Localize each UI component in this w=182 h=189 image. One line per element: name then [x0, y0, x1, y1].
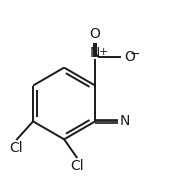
Text: +: +: [98, 46, 108, 57]
Text: N: N: [119, 114, 130, 128]
Text: −: −: [129, 47, 140, 60]
Text: N: N: [90, 46, 100, 60]
Text: O: O: [90, 27, 101, 41]
Text: O: O: [124, 50, 135, 64]
Text: Cl: Cl: [70, 159, 84, 173]
Text: Cl: Cl: [9, 141, 23, 155]
